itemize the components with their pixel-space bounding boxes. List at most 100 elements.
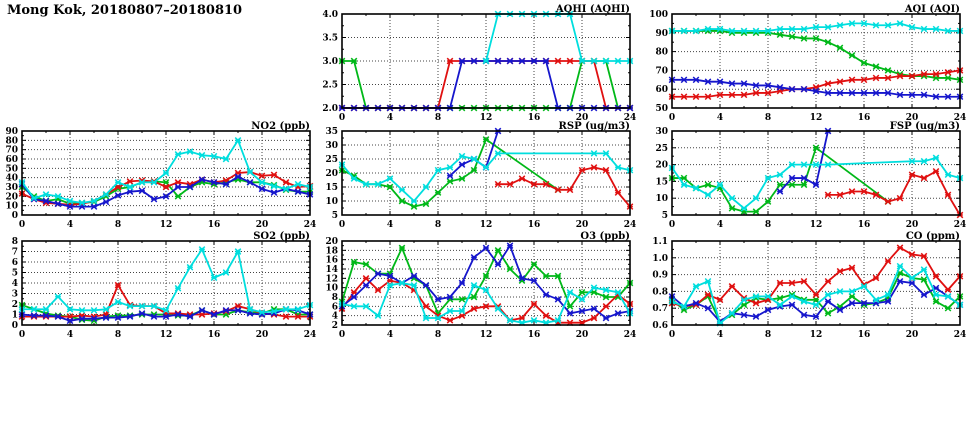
x-tick-label: 24 bbox=[304, 330, 317, 340]
page-title: Mong Kok, 20180807–20180810 bbox=[7, 3, 243, 18]
x-tick-label: 20 bbox=[576, 330, 589, 340]
series-markers-red bbox=[494, 164, 634, 210]
y-tick-label: 18 bbox=[325, 246, 338, 256]
y-tick-label: 3.5 bbox=[322, 34, 338, 44]
y-tick-label: 70 bbox=[5, 146, 18, 156]
x-tick-label: 20 bbox=[576, 220, 589, 230]
x-tick-label: 24 bbox=[954, 220, 967, 230]
chart-co: 0 4 8 12 16 20 24 0.6 0.7 0.8 0.9 1.0 1.1 CO (ppm) bbox=[652, 231, 966, 340]
y-tick-label: 1.1 bbox=[652, 237, 668, 247]
y-tick-label: 100 bbox=[649, 10, 668, 20]
y-tick-label: 2.0 bbox=[322, 104, 338, 114]
x-tick-label: 12 bbox=[480, 330, 493, 340]
x-tick-label: 8 bbox=[765, 330, 771, 340]
y-tick-label: 1 bbox=[12, 311, 18, 321]
y-tick-label: 30 bbox=[5, 183, 18, 193]
y-tick-label: 2 bbox=[12, 300, 18, 310]
y-tick-label: 16 bbox=[325, 256, 338, 266]
y-tick-label: 8 bbox=[12, 237, 18, 247]
y-tick-label: 15 bbox=[325, 183, 338, 193]
x-tick-label: 0 bbox=[19, 330, 25, 340]
y-tick-label: 30 bbox=[325, 141, 338, 151]
series-green bbox=[668, 144, 892, 215]
y-tick-label: 10 bbox=[325, 197, 338, 207]
plot-border bbox=[341, 130, 631, 216]
y-tick-label: 20 bbox=[5, 192, 18, 202]
chart-title-aqhi: AQHI (AQHI) bbox=[555, 4, 630, 15]
x-tick-label: 8 bbox=[435, 330, 441, 340]
y-tick-label: 80 bbox=[5, 136, 18, 146]
x-tick-label: 16 bbox=[858, 113, 871, 123]
plot-border bbox=[671, 130, 961, 216]
series-red bbox=[824, 167, 964, 219]
y-tick-label: 8 bbox=[332, 293, 338, 303]
x-tick-label: 12 bbox=[810, 113, 823, 123]
y-tick-label: 25 bbox=[655, 144, 668, 154]
x-tick-label: 20 bbox=[906, 220, 919, 230]
y-tick-label: 15 bbox=[655, 177, 668, 187]
y-tick-label: 0 bbox=[12, 211, 18, 221]
x-tick-label: 16 bbox=[208, 330, 221, 340]
x-tick-label: 16 bbox=[858, 330, 871, 340]
y-tick-label: 25 bbox=[325, 155, 338, 165]
x-tick-label: 8 bbox=[115, 220, 121, 230]
y-tick-label: 10 bbox=[655, 194, 668, 204]
plot-border bbox=[341, 13, 631, 109]
x-tick-label: 0 bbox=[19, 220, 25, 230]
chart-title-so2: SO2 (ppb) bbox=[253, 231, 310, 242]
y-tick-label: 90 bbox=[5, 127, 18, 137]
chart-fsp: 0 4 8 12 16 20 24 5 10 15 20 25 30 FSP (ug/m3) bbox=[655, 121, 966, 230]
x-tick-label: 12 bbox=[160, 220, 173, 230]
chart-title-fsp: FSP (ug/m3) bbox=[890, 121, 960, 132]
x-tick-label: 4 bbox=[717, 330, 723, 340]
chart-title-o3: O3 (ppb) bbox=[580, 231, 630, 242]
y-tick-label: 0.6 bbox=[652, 321, 668, 331]
x-tick-label: 8 bbox=[765, 220, 771, 230]
chart-title-rsp: RSP (ug/m3) bbox=[559, 121, 630, 132]
series-line-red bbox=[828, 170, 961, 216]
y-tick-label: 5 bbox=[662, 211, 668, 221]
x-tick-label: 24 bbox=[624, 113, 637, 123]
x-tick-label: 4 bbox=[387, 113, 393, 123]
x-tick-label: 4 bbox=[717, 113, 723, 123]
y-tick-label: 4 bbox=[12, 279, 18, 289]
x-tick-label: 20 bbox=[256, 220, 269, 230]
y-tick-label: 30 bbox=[655, 127, 668, 137]
x-tick-label: 8 bbox=[435, 113, 441, 123]
x-tick-label: 0 bbox=[669, 220, 675, 230]
x-tick-label: 4 bbox=[387, 220, 393, 230]
x-tick-label: 8 bbox=[115, 330, 121, 340]
y-tick-label: 0.9 bbox=[652, 271, 668, 281]
series-line-red bbox=[498, 166, 631, 208]
x-tick-label: 12 bbox=[810, 220, 823, 230]
x-tick-label: 0 bbox=[669, 113, 675, 123]
y-tick-label: 60 bbox=[655, 85, 668, 95]
x-tick-label: 20 bbox=[256, 330, 269, 340]
y-tick-label: 6 bbox=[332, 302, 338, 312]
x-tick-label: 0 bbox=[669, 330, 675, 340]
x-tick-label: 24 bbox=[954, 113, 967, 123]
x-tick-label: 4 bbox=[67, 220, 73, 230]
y-tick-label: 90 bbox=[655, 29, 668, 39]
y-tick-label: 3 bbox=[12, 290, 18, 300]
x-tick-label: 20 bbox=[906, 330, 919, 340]
series-cyan bbox=[668, 154, 964, 212]
y-tick-label: 3.0 bbox=[322, 57, 338, 67]
x-tick-label: 4 bbox=[717, 220, 723, 230]
series-line-cyan bbox=[341, 152, 631, 203]
y-tick-label: 2.5 bbox=[322, 81, 338, 91]
y-tick-label: 0.7 bbox=[652, 304, 668, 314]
x-tick-label: 16 bbox=[528, 113, 541, 123]
x-tick-label: 4 bbox=[67, 330, 73, 340]
x-tick-label: 0 bbox=[339, 220, 345, 230]
series-blue bbox=[338, 242, 634, 322]
y-tick-label: 60 bbox=[5, 155, 18, 165]
series-cyan bbox=[18, 246, 314, 316]
y-tick-label: 6 bbox=[12, 258, 18, 268]
x-tick-label: 24 bbox=[624, 220, 637, 230]
y-tick-label: 50 bbox=[5, 164, 18, 174]
y-tick-label: 40 bbox=[5, 174, 18, 184]
